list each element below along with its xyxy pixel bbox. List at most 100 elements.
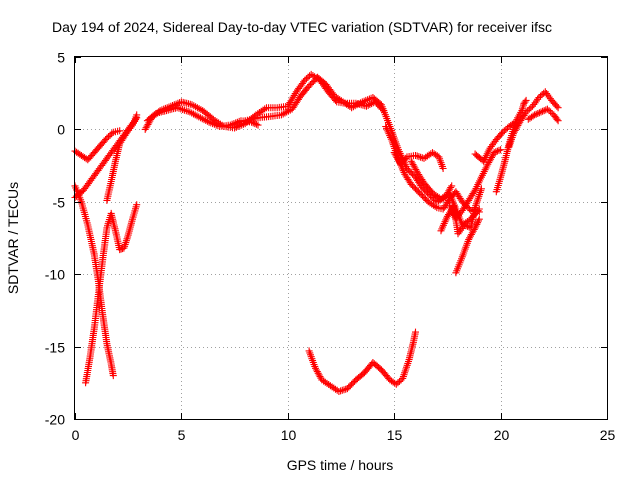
y-tick-label: -20 <box>45 412 65 428</box>
series-arc-13 <box>437 185 485 238</box>
data-point-marker <box>499 128 507 136</box>
y-tick-label: -15 <box>45 340 65 356</box>
series-arc-5 <box>103 114 141 204</box>
data-point-marker <box>249 119 257 127</box>
data-point-marker <box>302 75 310 83</box>
data-point-marker <box>497 146 505 154</box>
data-point-marker <box>418 154 426 162</box>
data-point-marker <box>521 98 529 106</box>
data-point-marker <box>553 102 561 110</box>
data-point-marker <box>535 94 543 101</box>
data-point-marker <box>103 134 111 142</box>
data-point-marker <box>360 97 368 105</box>
data-point-marker <box>542 106 550 114</box>
y-axis-label: SDTVAR / TECUs <box>5 182 21 294</box>
series-arc-3 <box>71 182 117 380</box>
data-point-marker <box>472 222 480 230</box>
x-tick-label: 20 <box>494 427 510 443</box>
data-point-marker <box>522 108 530 116</box>
data-point-marker <box>394 379 402 387</box>
data-point-marker <box>409 170 417 178</box>
data-point-marker <box>431 202 439 210</box>
series-arc-4 <box>82 201 141 387</box>
data-point-marker <box>413 152 421 160</box>
data-point-marker <box>203 117 211 125</box>
data-point-marker <box>537 92 544 100</box>
data-point-marker <box>554 117 562 125</box>
data-point-marker <box>412 328 419 336</box>
data-point-marker <box>329 90 337 98</box>
data-point-marker <box>534 110 542 117</box>
data-point-marker <box>346 382 354 390</box>
plot-frame <box>74 56 608 420</box>
data-point-marker <box>493 147 501 155</box>
data-point-marker <box>495 146 503 154</box>
data-point-marker <box>502 125 510 133</box>
data-point-marker <box>532 110 540 118</box>
data-point-marker <box>475 217 482 225</box>
data-point-marker <box>340 386 348 394</box>
series-arc-10 <box>390 149 447 172</box>
data-point-marker <box>535 109 543 117</box>
data-point-marker <box>198 115 206 123</box>
data-point-marker <box>492 148 500 156</box>
data-point-marker <box>335 388 343 395</box>
y-tick-label: -10 <box>45 267 65 283</box>
data-point-marker <box>525 105 533 113</box>
data-point-marker <box>133 114 141 122</box>
series-arc-14 <box>452 215 483 277</box>
data-point-marker <box>531 111 539 119</box>
data-point-marker <box>407 169 415 177</box>
data-point-marker <box>524 107 532 115</box>
data-point-marker <box>108 130 116 138</box>
data-markers <box>71 70 562 395</box>
grid-lines <box>75 57 607 419</box>
data-point-marker <box>106 131 114 139</box>
data-point-marker <box>537 108 545 116</box>
data-point-marker <box>251 120 259 128</box>
data-point-marker <box>447 184 455 191</box>
data-point-marker <box>464 222 472 230</box>
data-point-marker <box>337 387 345 395</box>
data-point-marker <box>416 189 424 197</box>
data-point-marker <box>150 111 158 119</box>
data-point-marker <box>522 96 530 104</box>
series-arc-19 <box>305 328 419 395</box>
data-point-marker <box>545 107 553 115</box>
data-point-marker <box>553 115 561 123</box>
data-point-marker <box>109 372 117 380</box>
data-point-marker <box>477 185 485 193</box>
data-point-marker <box>133 201 141 209</box>
data-point-marker <box>527 104 535 112</box>
data-point-marker <box>415 153 423 161</box>
data-point-marker <box>474 207 482 214</box>
series-arc-15 <box>471 118 519 165</box>
data-point-marker <box>470 226 478 233</box>
y-tick-label: 5 <box>57 50 65 66</box>
y-tick-label: 0 <box>57 122 65 138</box>
data-point-marker <box>473 220 481 228</box>
x-tick-label: 0 <box>72 427 80 443</box>
chart-title: Day 194 of 2024, Sidereal Day-to-day VTE… <box>52 19 552 35</box>
data-point-marker <box>205 118 213 126</box>
data-point-marker <box>547 108 555 116</box>
data-point-marker <box>309 78 317 86</box>
data-point-marker <box>127 123 135 131</box>
data-point-marker <box>396 377 403 385</box>
data-point-marker <box>304 73 312 81</box>
data-point-marker <box>539 107 547 115</box>
x-tick-label: 5 <box>178 427 186 443</box>
data-point-marker <box>116 127 124 135</box>
data-point-marker <box>174 99 182 107</box>
data-point-marker <box>460 221 468 229</box>
data-point-marker <box>414 188 422 196</box>
series-arc-17 <box>505 88 562 151</box>
x-axis-label: GPS time / hours <box>287 457 394 473</box>
series-arc-18 <box>524 105 562 125</box>
data-point-marker <box>254 121 262 129</box>
data-point-marker <box>554 104 562 112</box>
data-point-marker <box>543 105 551 113</box>
data-point-marker <box>200 116 208 124</box>
